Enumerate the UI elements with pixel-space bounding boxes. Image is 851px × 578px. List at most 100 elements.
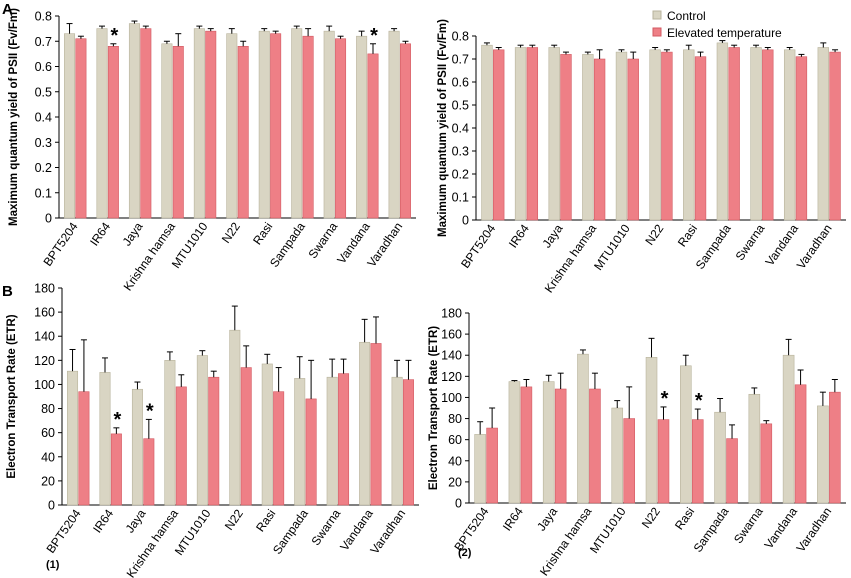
bar-control-krishna-hamsa	[582, 54, 594, 221]
bar-control-varadhan	[817, 405, 829, 504]
category-label: Varadhan	[794, 505, 835, 555]
y-tick-label: 60	[448, 433, 462, 447]
bar-elevated-mtu1010	[208, 376, 220, 506]
bar-elevated-varadhan	[399, 43, 411, 219]
bar-elevated-n22	[657, 419, 670, 504]
bar-control-bpt5204	[67, 370, 79, 506]
bar-elevated-swarna	[338, 373, 350, 506]
category-label: N22	[639, 504, 663, 530]
bar-control-ir64	[514, 47, 527, 221]
bar-control-ir64	[508, 381, 521, 504]
y-tick-label: 0.5	[35, 85, 52, 99]
bar-elevated-mtu1010	[627, 58, 639, 221]
bar-control-mtu1010	[196, 355, 208, 506]
bar-elevated-varadhan	[402, 379, 414, 506]
legend: Control Elevated temperature	[652, 9, 782, 40]
y-tick-label: 0	[45, 212, 52, 226]
y-tick-label: 140	[441, 349, 462, 363]
category-label: BPT5204	[451, 504, 491, 553]
bar-control-swarna	[748, 393, 761, 504]
y-axis-title: Electron Transport Rate (ETR)	[428, 326, 440, 490]
bar-control-krishna-hamsa	[577, 353, 589, 504]
bar-control-ir64	[96, 28, 108, 219]
category-label: BPT5204	[41, 219, 81, 268]
y-tick-label: 120	[34, 354, 55, 368]
bar-control-rasi	[258, 30, 270, 219]
bar-elevated-varadhan	[829, 391, 841, 504]
bar-control-n22	[649, 49, 661, 221]
y-axis-title: Electron Transport Rate (ETR)	[6, 314, 18, 478]
bar-elevated-n22	[661, 51, 673, 221]
y-tick-label: 120	[441, 370, 462, 384]
y-tick-label: 160	[34, 306, 55, 320]
y-tick-label: 0	[48, 499, 55, 513]
subpanel-label-2: (2)	[458, 547, 472, 559]
bar-elevated-rasi	[273, 391, 285, 506]
bar-control-swarna	[326, 376, 338, 506]
bar-elevated-krishna-hamsa	[593, 58, 606, 221]
y-tick-label: 180	[441, 307, 462, 321]
y-tick-label: 0.7	[452, 53, 469, 67]
bar-elevated-bpt5204	[75, 38, 87, 219]
category-label: Swarna	[733, 221, 768, 263]
category-label: BPT5204	[44, 506, 84, 555]
bar-control-sampada	[714, 411, 726, 504]
bar-elevated-swarna	[760, 423, 773, 504]
bar-elevated-ir64	[526, 47, 539, 221]
bar-control-sampada	[291, 28, 303, 219]
bar-control-swarna	[323, 30, 335, 219]
y-tick-label: 80	[41, 402, 55, 416]
bar-control-bpt5204	[474, 434, 486, 504]
bar-elevated-vandana	[794, 384, 807, 504]
bar-control-jaya	[548, 47, 560, 221]
bar-control-n22	[229, 329, 241, 506]
category-label: Swarna	[309, 506, 344, 548]
y-tick-label: 60	[41, 426, 55, 440]
bar-elevated-swarna	[335, 38, 347, 219]
bar-control-vandana	[783, 49, 796, 221]
y-tick-label: 0.8	[35, 10, 52, 24]
y-tick-label: 40	[448, 454, 462, 468]
bar-elevated-ir64	[110, 433, 122, 506]
category-label: Jaya	[123, 506, 149, 535]
bar-elevated-rasi	[270, 33, 282, 219]
bar-elevated-vandana	[370, 343, 382, 506]
subpanel-label-1: (1)	[46, 559, 60, 571]
legend-control-label: Control	[667, 9, 706, 23]
bar-elevated-mtu1010	[205, 30, 217, 219]
category-label: IR64	[506, 221, 532, 250]
y-tick-label: 0.5	[452, 99, 469, 113]
y-tick-label: 0	[462, 214, 469, 228]
y-tick-label: 160	[441, 328, 462, 342]
bar-elevated-jaya	[554, 388, 567, 504]
category-label: Swarna	[306, 219, 341, 261]
chart-b1-etr: 0 20 40 60 80 100 120 140 160 180 Electron Transpo…	[6, 282, 419, 578]
category-label: Swarna	[731, 504, 766, 546]
bar-elevated-sampada	[302, 35, 314, 219]
y-tick-label: 0	[455, 497, 462, 511]
panel-label-b: B	[2, 283, 13, 300]
category-label: IR64	[87, 219, 113, 248]
bar-elevated-n22	[240, 367, 252, 506]
bar-elevated-sampada	[728, 47, 740, 221]
bar-control-mtu1010	[611, 407, 624, 504]
bar-elevated-rasi	[694, 56, 707, 221]
bar-elevated-krishna-hamsa	[175, 386, 187, 506]
bar-elevated-vandana	[367, 53, 379, 219]
y-tick-label: 100	[441, 391, 462, 405]
bar-control-swarna	[750, 47, 762, 221]
category-label: Jaya	[534, 504, 560, 533]
y-tick-label: 40	[41, 450, 55, 464]
category-label: N22	[642, 221, 666, 247]
bar-elevated-varadhan	[829, 51, 841, 221]
bar-control-jaya	[131, 388, 143, 506]
y-tick-label: 0.2	[35, 161, 52, 175]
category-label: Rasi	[672, 505, 697, 533]
y-tick-label: 140	[34, 330, 55, 344]
category-label: BPT5204	[458, 221, 498, 270]
y-tick-label: 80	[448, 412, 462, 426]
bar-control-vandana	[782, 354, 795, 504]
